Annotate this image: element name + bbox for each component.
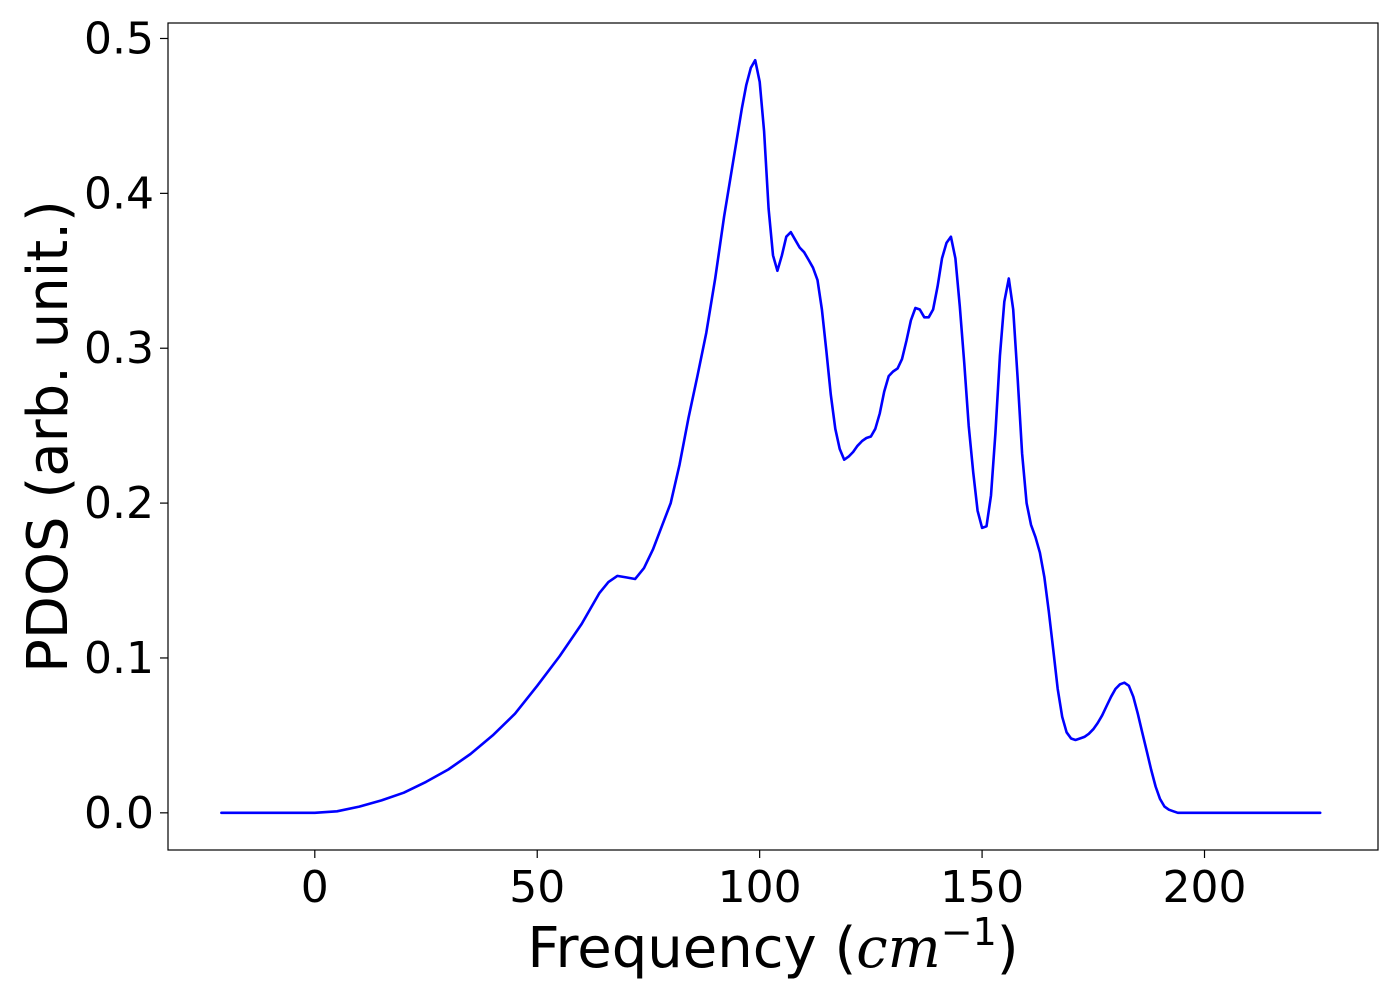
x-tick-label: 0 bbox=[301, 862, 329, 913]
plot-area-frame bbox=[167, 22, 1379, 851]
y-axis-label: PDOS (arb. unit.) bbox=[16, 200, 81, 673]
y-axis-ticks: 0.0 0.1 0.2 0.3 0.4 0.5 bbox=[84, 13, 168, 839]
y-tick-label: 0.0 bbox=[84, 788, 154, 839]
x-axis-label-close: ) bbox=[997, 916, 1019, 981]
x-tick-label: 100 bbox=[718, 862, 802, 913]
series-layer bbox=[220, 58, 1322, 815]
x-axis-label-superscript: −1 bbox=[941, 910, 997, 954]
series-line bbox=[220, 58, 1322, 815]
x-axis-label-var: cm bbox=[856, 916, 940, 981]
x-tick-label: 50 bbox=[509, 862, 565, 913]
y-tick-label: 0.2 bbox=[84, 478, 154, 529]
x-axis-label-main: Frequency ( bbox=[527, 916, 856, 981]
y-tick-label: 0.3 bbox=[84, 323, 154, 374]
x-axis-label: Frequency (cm−1) bbox=[527, 910, 1018, 981]
y-tick-label: 0.5 bbox=[84, 13, 154, 64]
x-tick-label: 200 bbox=[1163, 862, 1247, 913]
x-axis-ticks: 0 50 100 150 200 bbox=[301, 850, 1247, 913]
x-tick-label: 150 bbox=[940, 862, 1024, 913]
y-tick-label: 0.4 bbox=[84, 168, 154, 219]
y-tick-label: 0.1 bbox=[84, 633, 154, 684]
